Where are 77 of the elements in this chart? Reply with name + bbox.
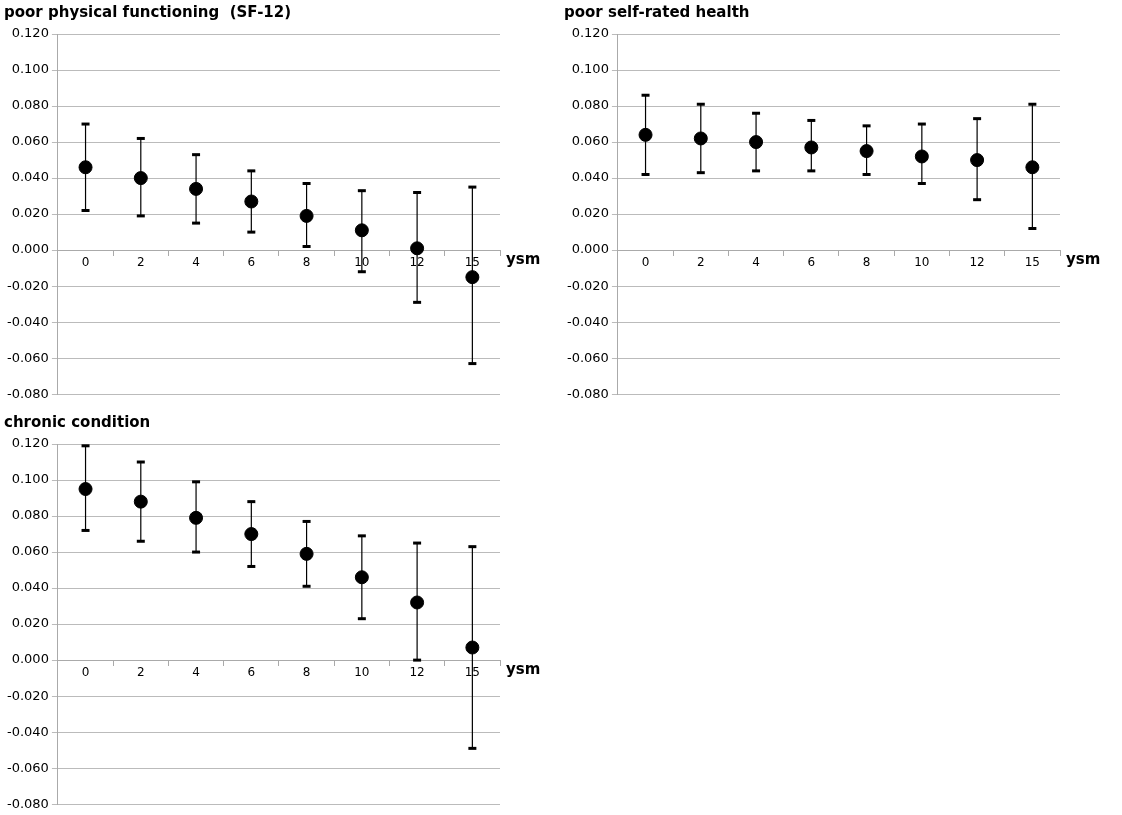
- point: [1025, 160, 1040, 175]
- x-tick-label: 4: [192, 255, 200, 270]
- x-tick-label: 0: [81, 665, 90, 680]
- x-tick-label: 0: [641, 255, 650, 270]
- x-tick-label: 12: [969, 255, 985, 270]
- y-tick-label: 0.120: [11, 435, 49, 451]
- x-tick-label: 6: [247, 255, 256, 270]
- y-tick-label: 0.080: [571, 97, 609, 113]
- x-tick-label: 8: [862, 255, 871, 270]
- x-tick-label: 8: [302, 255, 311, 270]
- chart-title: chronic condition: [4, 412, 151, 431]
- y-tick-label: 0.080: [11, 507, 49, 523]
- y-tick-label: -0.080: [6, 385, 49, 401]
- y-tick-label: -0.080: [6, 795, 49, 811]
- point: [244, 194, 259, 209]
- point: [914, 149, 929, 164]
- y-tick-label: 0.080: [11, 97, 49, 113]
- x-tick-label: 10: [354, 665, 370, 680]
- point: [354, 223, 369, 238]
- x-tick-label: 15: [1024, 255, 1041, 270]
- y-tick-label: -0.060: [6, 759, 49, 775]
- y-tick-label: 0.000: [571, 241, 609, 257]
- point: [638, 127, 653, 142]
- y-tick-label: 0.100: [11, 61, 49, 77]
- y-tick-label: -0.060: [6, 349, 49, 365]
- y-tick-label: -0.040: [6, 723, 49, 739]
- y-tick-label: 0.060: [571, 133, 609, 149]
- point: [804, 140, 819, 155]
- x-axis-title: ysm: [506, 250, 541, 269]
- x-tick-label: 2: [136, 255, 145, 270]
- y-tick-label: 0.120: [571, 25, 609, 41]
- x-tick-label: 6: [807, 255, 816, 270]
- y-tick-label: 0.040: [571, 169, 609, 185]
- y-tick-label: 0.100: [11, 471, 49, 487]
- x-tick-label: 0: [81, 255, 90, 270]
- x-tick-label: 12: [409, 665, 425, 680]
- y-tick-label: -0.040: [6, 313, 49, 329]
- point: [859, 144, 874, 159]
- y-tick-label: -0.020: [566, 277, 609, 293]
- x-tick-label: 6: [247, 665, 256, 680]
- x-tick-label: 4: [752, 255, 760, 270]
- y-tick-label: 0.100: [571, 61, 609, 77]
- point: [693, 131, 708, 146]
- x-tick-label: 8: [302, 665, 311, 680]
- chart-title: poor self-rated health: [564, 2, 750, 21]
- point: [78, 160, 93, 175]
- y-tick-label: 0.000: [11, 651, 49, 667]
- point: [299, 546, 314, 561]
- x-tick-label: 2: [136, 665, 145, 680]
- point: [299, 208, 314, 223]
- y-tick-label: -0.080: [566, 385, 609, 401]
- y-tick-label: 0.040: [11, 169, 49, 185]
- y-tick-label: 0.060: [11, 543, 49, 559]
- y-tick-label: 0.040: [11, 579, 49, 595]
- y-tick-label: 0.020: [571, 205, 609, 221]
- x-axis-title: ysm: [506, 660, 541, 679]
- x-axis-title: ysm: [1066, 250, 1101, 269]
- y-tick-label: -0.020: [6, 277, 49, 293]
- point: [465, 640, 480, 655]
- y-tick-label: 0.020: [11, 205, 49, 221]
- chart-title: poor physical functioning (SF-12): [4, 2, 292, 21]
- point: [133, 171, 148, 186]
- x-tick-label: 10: [914, 255, 930, 270]
- point: [244, 527, 259, 542]
- y-tick-label: -0.020: [6, 687, 49, 703]
- y-tick-label: 0.020: [11, 615, 49, 631]
- x-tick-label: 2: [696, 255, 705, 270]
- point: [465, 270, 480, 285]
- point: [133, 494, 148, 509]
- y-tick-label: 0.120: [11, 25, 49, 41]
- x-tick-label: 4: [192, 665, 200, 680]
- y-tick-label: 0.060: [11, 133, 49, 149]
- point: [78, 482, 93, 497]
- point: [354, 570, 369, 585]
- y-tick-label: -0.060: [566, 349, 609, 365]
- y-tick-label: 0.000: [11, 241, 49, 257]
- y-tick-label: -0.040: [566, 313, 609, 329]
